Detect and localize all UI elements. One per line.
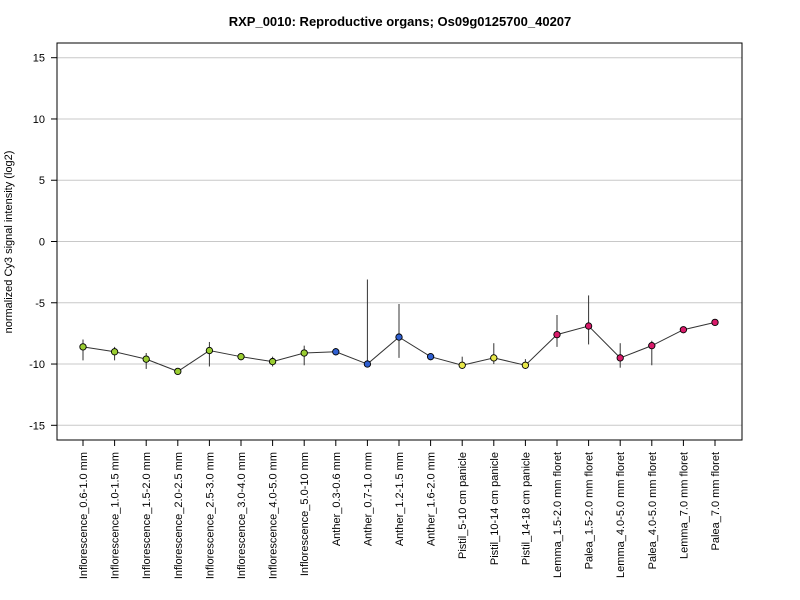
x-tick-label: Anther_0.7-1.0 mm (362, 452, 374, 546)
data-point (521, 361, 530, 369)
x-tick-label: Inflorescence_3.0-4.0 mm (236, 452, 248, 579)
data-point (395, 333, 403, 341)
x-tick-label: Pistil_10-14 cm panicle (489, 452, 501, 565)
x-tick-label: Lemma_7.0 mm floret (678, 452, 690, 559)
x-tick-label: Anther_1.2-1.5 mm (394, 452, 406, 546)
data-point (110, 348, 119, 356)
y-tick-label: -10 (29, 359, 45, 371)
x-tick-label: Inflorescence_1.5-2.0 mm (141, 452, 153, 579)
x-axis: Inflorescence_0.6-1.0 mm Inflorescence_1.… (78, 440, 722, 579)
data-point (553, 330, 561, 339)
data-point (268, 357, 277, 366)
x-tick-label: Pistil_5-10 cm panicle (457, 452, 469, 559)
data-point (363, 360, 372, 368)
x-tick-label: Lemma_1.5-2.0 mm floret (552, 452, 564, 578)
x-tick-label: Lemma_4.0-5.0 mm floret (615, 452, 627, 578)
data-point (300, 349, 308, 357)
data-point (584, 322, 593, 330)
data-point (79, 343, 87, 351)
x-tick-label: Anther_0.3-0.6 mm (331, 452, 343, 546)
x-tick-label: Inflorescence_4.0-5.0 mm (268, 452, 280, 579)
y-tick-label: -5 (35, 298, 45, 310)
y-axis: -15 -10 -5 0 5 10 15 (29, 53, 57, 432)
x-tick-label: Inflorescence_2.0-2.5 mm (173, 452, 185, 579)
y-axis-label: normalized Cy3 signal intensity (log2) (3, 151, 15, 334)
chart-title: RXP_0010: Reproductive organs; Os09g0125… (229, 14, 572, 29)
y-tick-label: 15 (33, 53, 45, 65)
data-point (237, 353, 245, 361)
x-tick-label: Palea_1.5-2.0 mm floret (584, 452, 596, 569)
data-point (490, 354, 498, 362)
x-tick-label: Inflorescence_1.0-1.5 mm (110, 452, 122, 579)
x-tick-label: Palea_4.0-5.0 mm floret (647, 452, 659, 569)
x-tick-label: Inflorescence_5.0-10 mm (299, 452, 311, 576)
y-tick-label: 0 (39, 237, 45, 249)
y-tick-label: -15 (29, 420, 45, 432)
data-point (616, 354, 624, 362)
grid-lines (57, 57, 742, 426)
y-tick-label: 10 (33, 114, 45, 126)
data-point (426, 353, 435, 361)
data-point (332, 348, 340, 356)
data-point (205, 346, 214, 355)
data-point (648, 342, 656, 350)
data-point (679, 326, 688, 334)
y-tick-label: 5 (39, 175, 45, 187)
data-point (458, 361, 466, 369)
x-tick-label: Palea_7.0 mm floret (710, 452, 722, 550)
x-tick-label: Inflorescence_0.6-1.0 mm (78, 452, 90, 579)
x-tick-label: Anther_1.6-2.0 mm (426, 452, 438, 546)
plot-frame (56, 42, 743, 441)
data-point (142, 355, 150, 363)
x-tick-label: Inflorescence_2.5-3.0 mm (204, 452, 216, 579)
data-point (174, 367, 182, 376)
data-points (79, 318, 719, 376)
x-tick-label: Pistil_14-18 cm panicle (520, 452, 532, 565)
data-point (711, 318, 719, 327)
